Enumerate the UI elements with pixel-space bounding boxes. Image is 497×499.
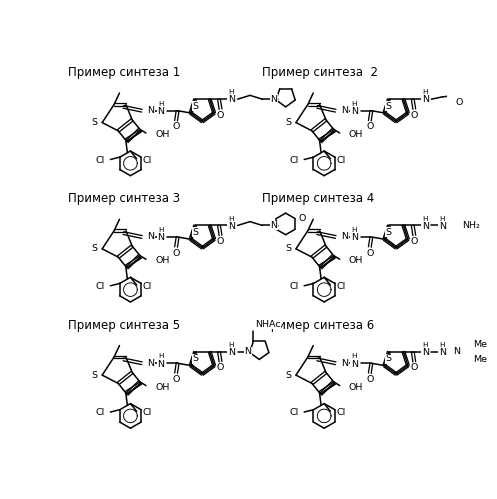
Text: NH₂: NH₂	[462, 221, 480, 230]
Text: S: S	[192, 102, 198, 111]
Text: O: O	[217, 237, 224, 246]
Text: N: N	[228, 348, 235, 357]
Text: N: N	[341, 106, 348, 115]
Text: S: S	[285, 371, 291, 380]
Text: N: N	[228, 222, 235, 231]
Text: O: O	[172, 375, 180, 384]
Text: S: S	[91, 118, 97, 127]
Text: N: N	[228, 95, 235, 104]
Text: N: N	[157, 107, 164, 116]
Text: H: H	[158, 227, 164, 233]
Text: O: O	[366, 122, 373, 131]
Text: N: N	[157, 360, 164, 369]
Text: N: N	[421, 348, 428, 357]
Text: OH: OH	[155, 383, 169, 392]
Text: N: N	[148, 233, 155, 242]
Text: OH: OH	[349, 130, 363, 139]
Text: S: S	[91, 371, 97, 380]
Text: N: N	[453, 347, 460, 356]
Text: O: O	[366, 375, 373, 384]
Text: N: N	[341, 359, 348, 368]
Text: H: H	[351, 227, 357, 233]
Text: Cl: Cl	[143, 408, 152, 417]
Text: H: H	[422, 342, 428, 348]
Text: S: S	[192, 228, 198, 237]
Text: Cl: Cl	[96, 282, 105, 291]
Text: O: O	[411, 111, 418, 120]
Text: H: H	[229, 342, 234, 348]
Text: Me: Me	[473, 339, 487, 349]
Text: O: O	[172, 122, 180, 131]
Text: N: N	[439, 222, 446, 231]
Text: N: N	[148, 359, 155, 368]
Text: H: H	[351, 353, 357, 359]
Text: N: N	[421, 95, 428, 104]
Text: S: S	[285, 118, 291, 127]
Text: N: N	[351, 233, 358, 242]
Text: Пример синтеза 4: Пример синтеза 4	[262, 192, 374, 205]
Text: O: O	[172, 249, 180, 257]
Text: O: O	[456, 98, 463, 107]
Text: S: S	[386, 102, 392, 111]
Text: O: O	[411, 237, 418, 246]
Text: S: S	[285, 245, 291, 253]
Text: N: N	[148, 106, 155, 115]
Text: N: N	[270, 95, 277, 104]
Text: O: O	[217, 111, 224, 120]
Text: O: O	[411, 363, 418, 372]
Text: H: H	[422, 89, 428, 95]
Text: OH: OH	[349, 256, 363, 265]
Text: H: H	[422, 216, 428, 222]
Text: Me: Me	[473, 355, 487, 364]
Text: Cl: Cl	[143, 156, 152, 165]
Text: Cl: Cl	[143, 282, 152, 291]
Text: S: S	[192, 354, 198, 363]
Text: H: H	[439, 216, 445, 222]
Text: N: N	[341, 233, 348, 242]
Text: H: H	[158, 101, 164, 107]
Text: N: N	[439, 348, 446, 357]
Text: N: N	[157, 233, 164, 242]
Text: OH: OH	[155, 256, 169, 265]
Text: Cl: Cl	[336, 282, 346, 291]
Text: S: S	[386, 354, 392, 363]
Text: Cl: Cl	[289, 156, 299, 165]
Text: Cl: Cl	[336, 408, 346, 417]
Text: N: N	[351, 360, 358, 369]
Text: H: H	[439, 342, 445, 348]
Text: Пример синтеза  2: Пример синтеза 2	[262, 66, 378, 79]
Text: N: N	[351, 107, 358, 116]
Text: N: N	[421, 222, 428, 231]
Text: Пример синтеза 5: Пример синтеза 5	[68, 318, 180, 332]
Text: Cl: Cl	[336, 156, 346, 165]
Text: OH: OH	[155, 130, 169, 139]
Text: H: H	[229, 216, 234, 222]
Text: H: H	[229, 89, 234, 95]
Text: OH: OH	[349, 383, 363, 392]
Text: Cl: Cl	[96, 156, 105, 165]
Text: Пример синтеза 3: Пример синтеза 3	[68, 192, 180, 205]
Text: Cl: Cl	[289, 408, 299, 417]
Text: S: S	[91, 245, 97, 253]
Text: Cl: Cl	[96, 408, 105, 417]
Text: Cl: Cl	[289, 282, 299, 291]
Text: S: S	[386, 228, 392, 237]
Text: N: N	[244, 347, 251, 356]
Text: Пример синтеза 6: Пример синтеза 6	[262, 318, 374, 332]
Text: N: N	[270, 221, 277, 230]
Text: H: H	[158, 353, 164, 359]
Text: O: O	[298, 214, 306, 223]
Text: O: O	[366, 249, 373, 257]
Text: O: O	[217, 363, 224, 372]
Text: Пример синтеза 1: Пример синтеза 1	[68, 66, 180, 79]
Text: H: H	[351, 101, 357, 107]
Text: NHAc: NHAc	[255, 320, 280, 329]
